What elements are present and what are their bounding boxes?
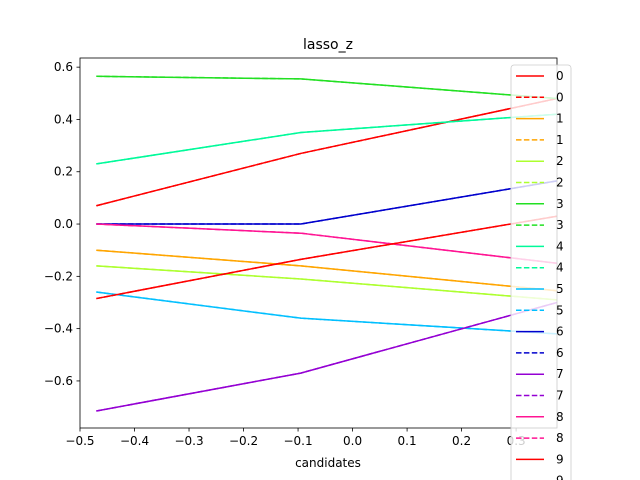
series-line-7-dashed: [96, 301, 557, 412]
series-line-5-dashed: [96, 291, 557, 335]
y-tick-label: 0.6: [54, 60, 73, 74]
legend-box: [510, 64, 572, 480]
x-tick-label: 0.2: [452, 434, 471, 448]
series-line-0-solid: [96, 97, 557, 207]
y-tick-label: −0.2: [44, 269, 73, 283]
series-line-9-dashed: [96, 215, 557, 300]
legend-label: 4: [556, 261, 564, 275]
legend-label: 2: [556, 154, 564, 168]
y-axis: 0.6 0.4 0.2 0.0 −0.2 −0.4 −0.6: [44, 60, 80, 388]
y-tick-label: 0.2: [54, 165, 73, 179]
x-axis: −0.5−0.4−0.3−0.2−0.10.00.10.20.3: [65, 428, 526, 448]
legend-label: 1: [556, 133, 564, 147]
series-line-1-dashed: [96, 249, 557, 292]
x-tick-label: −0.3: [174, 434, 203, 448]
x-tick-label: 0.1: [398, 434, 417, 448]
legend-label: 3: [556, 218, 564, 232]
y-tick-label: −0.6: [44, 374, 73, 388]
legend-label: 9: [556, 452, 564, 466]
chart-title: lasso_z: [303, 37, 353, 53]
legend-label: 5: [556, 282, 564, 296]
x-tick-label: −0.2: [229, 434, 258, 448]
legend-label: 6: [556, 325, 564, 339]
legend-label: 2: [556, 176, 564, 190]
legend-label: 8: [556, 431, 564, 445]
series-line-3-dashed: [96, 75, 557, 100]
legend-label: 5: [556, 303, 564, 317]
y-tick-label: 0.0: [54, 217, 73, 231]
series-line-6-dashed: [96, 180, 557, 225]
x-tick-label: 0.0: [343, 434, 362, 448]
x-tick-label: −0.1: [283, 434, 312, 448]
legend-label: 3: [556, 197, 564, 211]
series-line-2-dashed: [96, 265, 557, 301]
legend-label: 6: [556, 346, 564, 360]
series-line-4-dashed: [96, 113, 557, 165]
legend-label: 9: [556, 474, 564, 480]
legend-label: 0: [556, 90, 564, 104]
legend-label: 7: [556, 367, 564, 381]
x-axis-label: candidates: [295, 456, 361, 470]
legend-label: 7: [556, 389, 564, 403]
x-tick-label: −0.5: [65, 434, 94, 448]
legend-label: 0: [556, 69, 564, 83]
y-tick-label: −0.4: [44, 322, 73, 336]
series-line-8-dashed: [96, 223, 557, 265]
y-tick-label: 0.4: [54, 112, 73, 126]
legend-label: 1: [556, 112, 564, 126]
x-tick-label: −0.4: [120, 434, 149, 448]
legend-label: 8: [556, 410, 564, 424]
legend-label: 4: [556, 239, 564, 253]
legend: 0 0 1 1 2 2 3 3 4 4 5 5 6 6 7 7 8 8 9 9: [510, 64, 572, 480]
series-lines: [96, 75, 557, 412]
